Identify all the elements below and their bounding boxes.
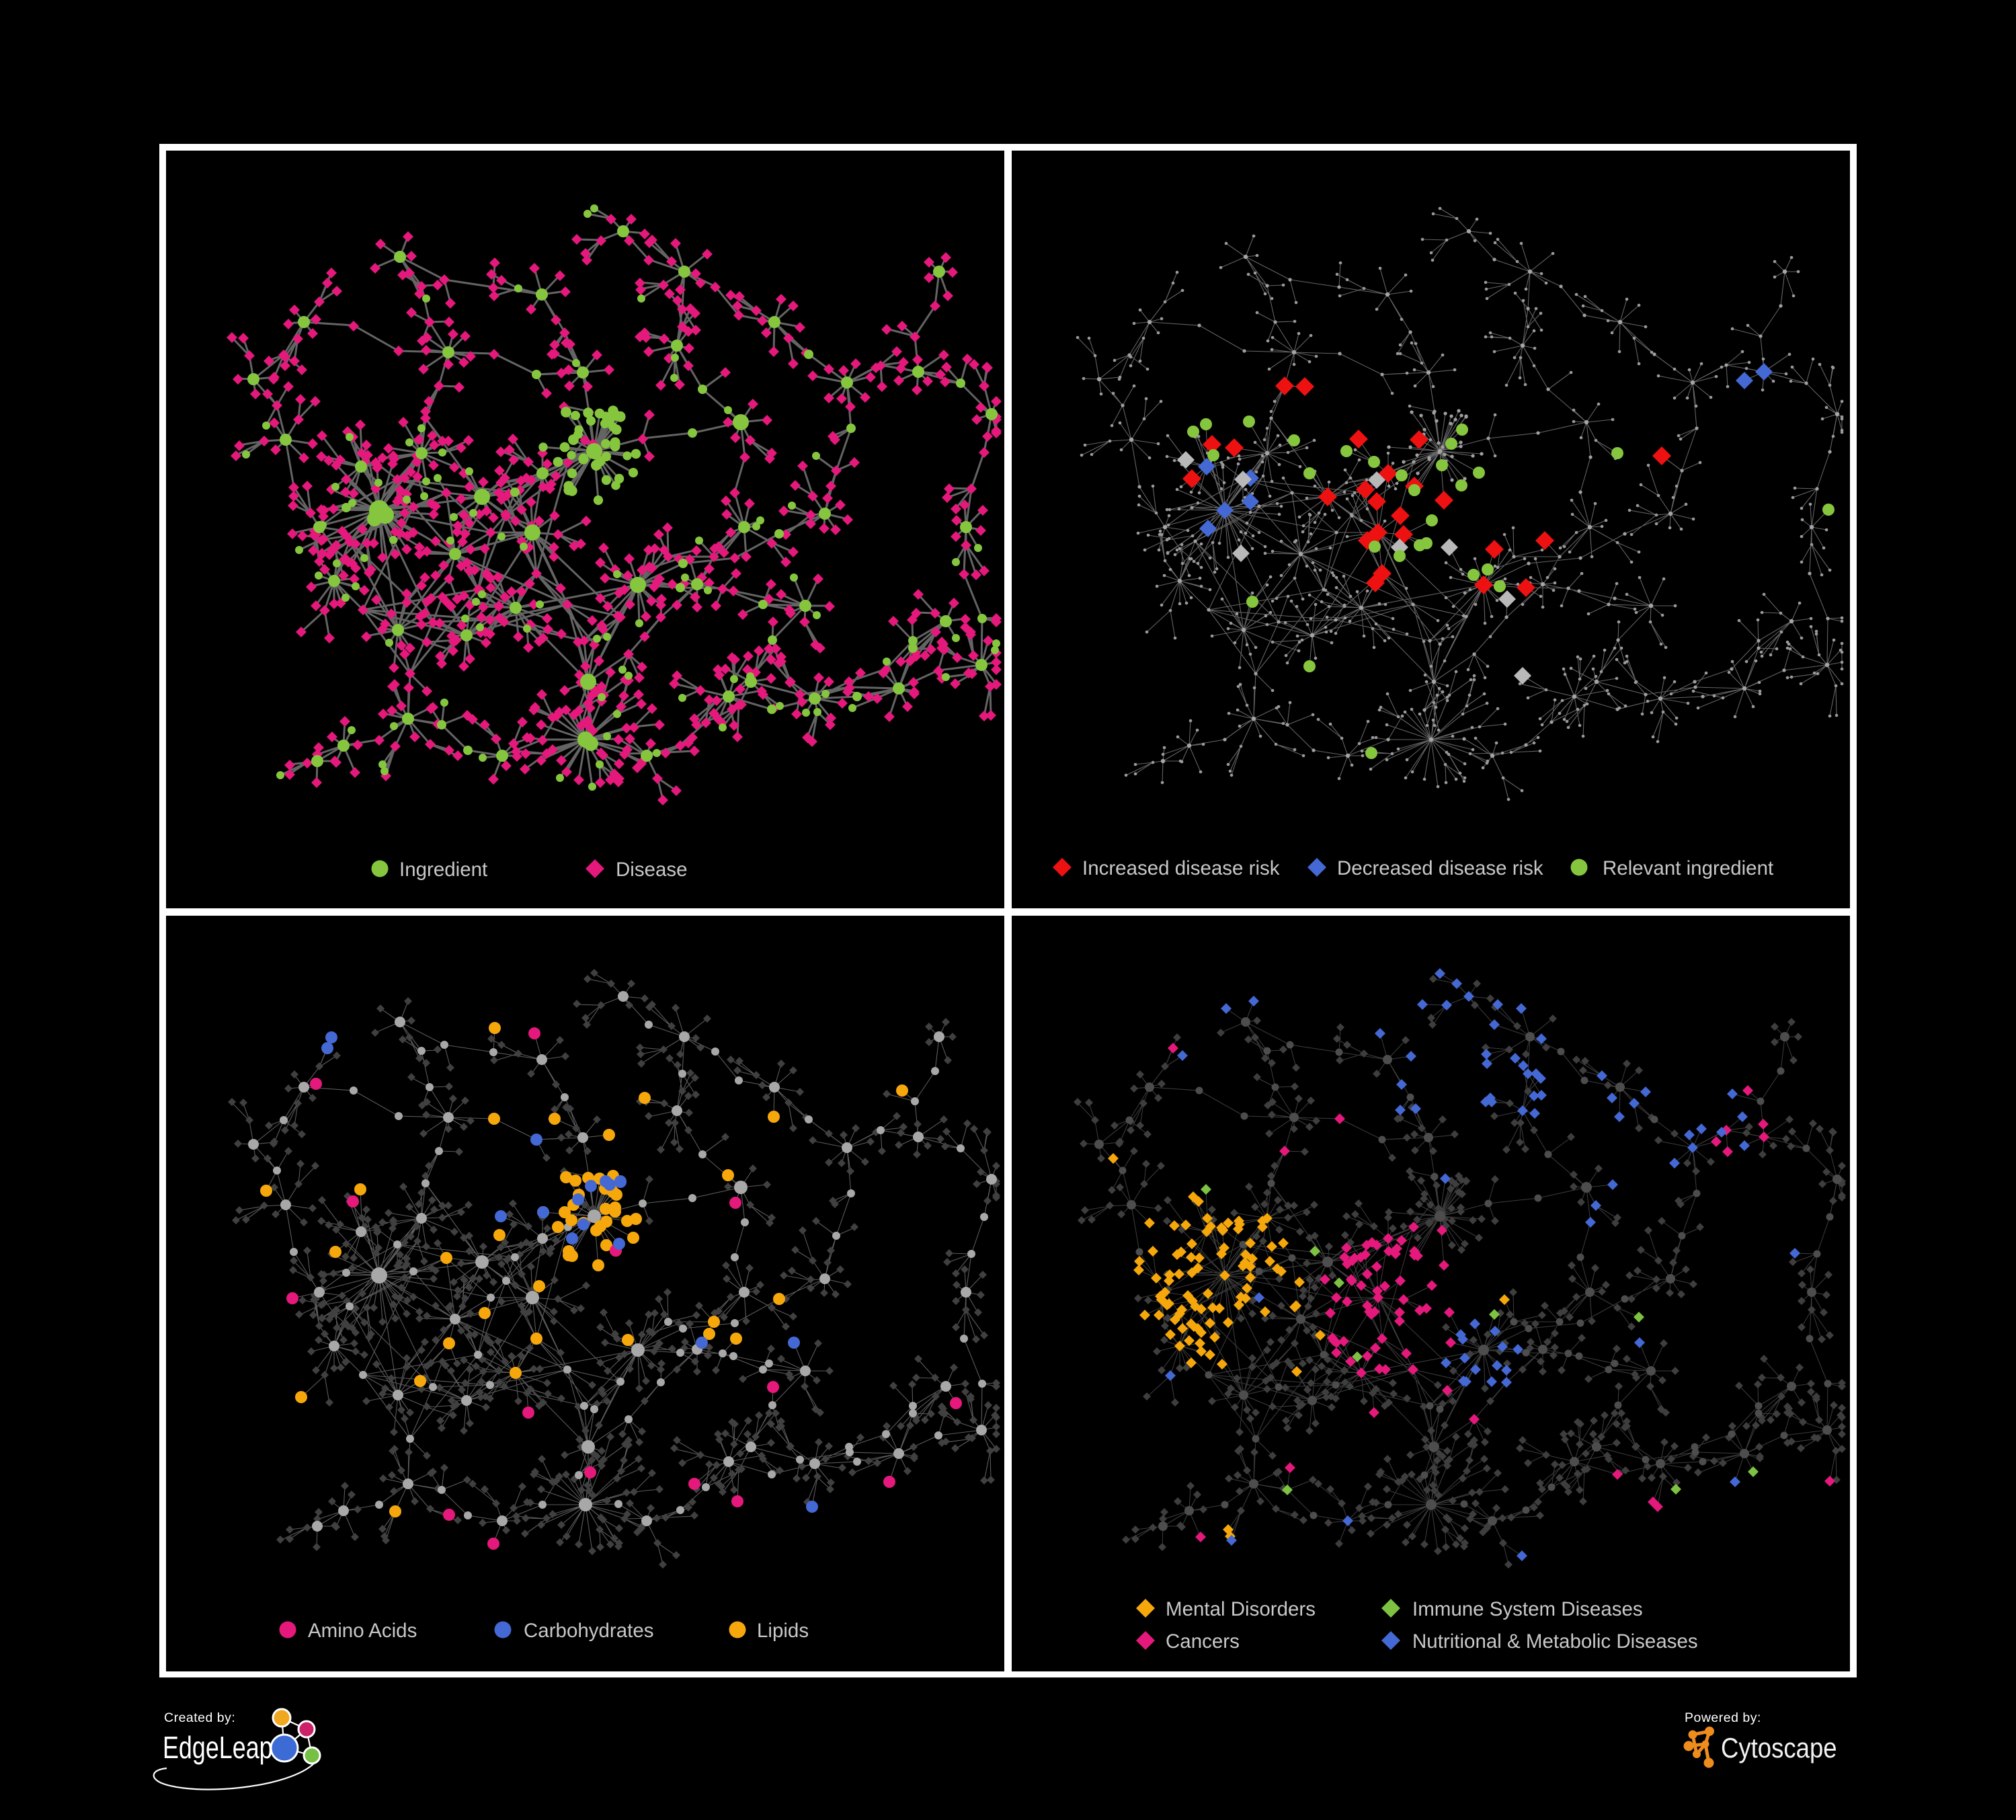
svg-text:Amino Acids: Amino Acids (308, 1620, 417, 1642)
svg-text:Created by:: Created by: (164, 1710, 235, 1725)
svg-text:Ingredient: Ingredient (399, 859, 487, 881)
svg-text:Lipids: Lipids (757, 1620, 809, 1642)
svg-text:Relevant ingredient: Relevant ingredient (1603, 857, 1773, 879)
svg-text:Immune System Diseases: Immune System Diseases (1412, 1598, 1643, 1620)
svg-text:EdgeLeap: EdgeLeap (163, 1731, 273, 1765)
svg-text:Cancers: Cancers (1166, 1630, 1240, 1653)
svg-text:Powered by:: Powered by: (1685, 1710, 1761, 1725)
svg-text:Nutritional & Metabolic Diseas: Nutritional & Metabolic Diseases (1412, 1630, 1698, 1653)
svg-text:Cytoscape: Cytoscape (1721, 1733, 1837, 1764)
svg-text:Decreased disease risk: Decreased disease risk (1337, 857, 1543, 879)
svg-text:Increased disease risk: Increased disease risk (1082, 857, 1280, 879)
svg-text:Disease: Disease (616, 859, 688, 881)
svg-text:Mental Disorders: Mental Disorders (1166, 1598, 1316, 1620)
svg-text:Carbohydrates: Carbohydrates (524, 1620, 654, 1642)
